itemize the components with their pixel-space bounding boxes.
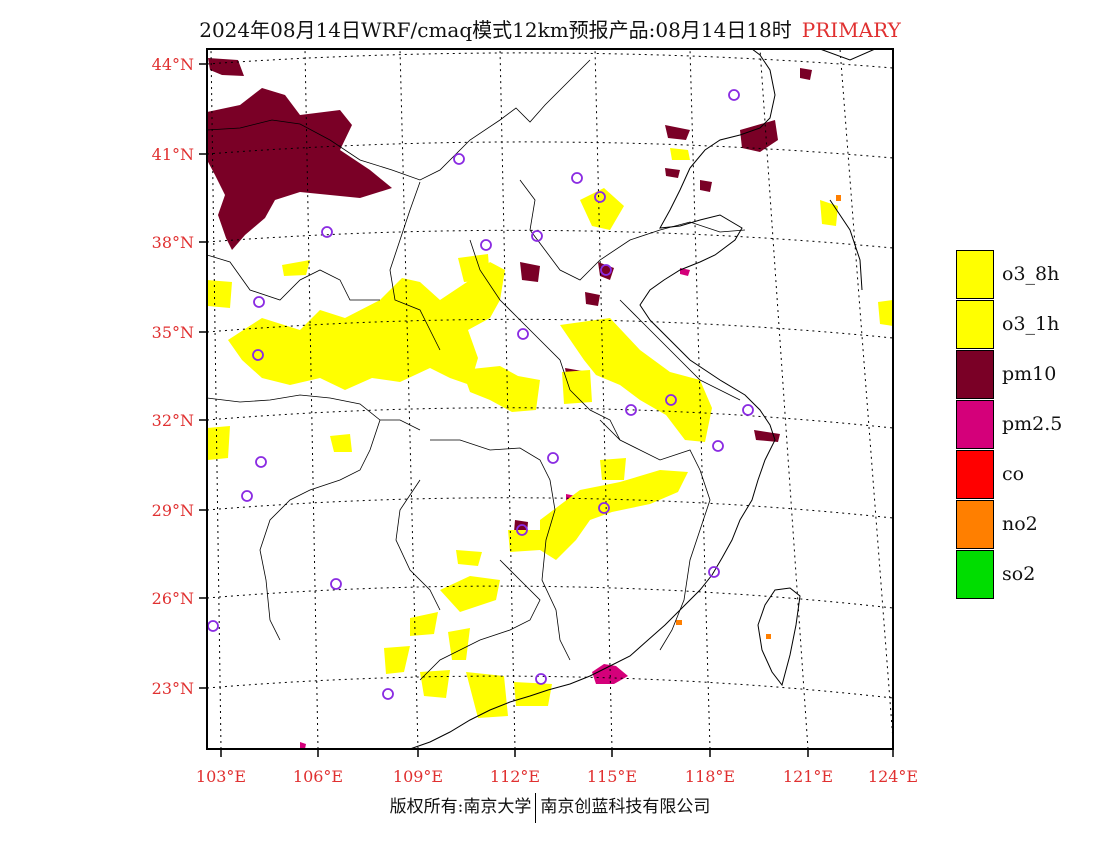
lon-label-103: 103°E — [195, 767, 247, 786]
legend-swatch — [956, 500, 994, 549]
lat-label-41: 41°N — [151, 145, 194, 164]
o3-patches — [207, 148, 893, 718]
lon-label-106: 106°E — [292, 767, 344, 786]
legend-label: pm10 — [1002, 363, 1057, 385]
legend-label: o3_1h — [1002, 313, 1060, 335]
lon-label-109: 109°E — [392, 767, 444, 786]
legend-label: co — [1002, 463, 1025, 485]
lat-label-32: 32°N — [151, 411, 194, 430]
lon-label-124: 124°E — [867, 767, 919, 786]
footer-divider — [535, 792, 537, 823]
copyright-company: 南京创蓝科技有限公司 — [540, 797, 711, 817]
lat-label-29: 29°N — [151, 501, 194, 520]
copyright-owner: 版权所有:南京大学 — [389, 797, 532, 817]
lat-label-35: 35°N — [151, 323, 194, 342]
lon-label-112: 112°E — [489, 767, 541, 786]
legend-label: no2 — [1002, 513, 1038, 535]
legend-swatch — [956, 300, 994, 349]
no2-patches — [676, 195, 841, 639]
title-tag: PRIMARY — [801, 18, 901, 42]
legend-swatch — [956, 350, 994, 399]
map-frame — [206, 48, 894, 750]
lon-label-118: 118°E — [684, 767, 736, 786]
legend-swatch — [956, 250, 994, 299]
province-boundaries — [207, 59, 746, 681]
axis-ticks — [199, 63, 894, 757]
copyright-footer: 版权所有:南京大学 南京创蓝科技有限公司 — [0, 792, 1100, 823]
legend-swatch — [956, 400, 994, 449]
lon-label-121: 121°E — [782, 767, 834, 786]
lat-label-26: 26°N — [151, 589, 194, 608]
lon-label-115: 115°E — [586, 767, 638, 786]
legend-swatch — [956, 450, 994, 499]
lat-label-38: 38°N — [151, 233, 194, 252]
legend-label: so2 — [1002, 563, 1036, 585]
legend-label: o3_8h — [1002, 263, 1060, 285]
title-text: 2024年08月14日WRF/cmaq模式12km预报产品:08月14日18时 — [199, 18, 792, 42]
graticule — [207, 49, 893, 749]
map-title: 2024年08月14日WRF/cmaq模式12km预报产品:08月14日18时 P… — [0, 14, 1100, 43]
legend-swatch — [956, 550, 994, 599]
lat-label-44: 44°N — [151, 55, 194, 74]
legend-label: pm2.5 — [1002, 413, 1063, 435]
lat-label-23: 23°N — [151, 679, 194, 698]
